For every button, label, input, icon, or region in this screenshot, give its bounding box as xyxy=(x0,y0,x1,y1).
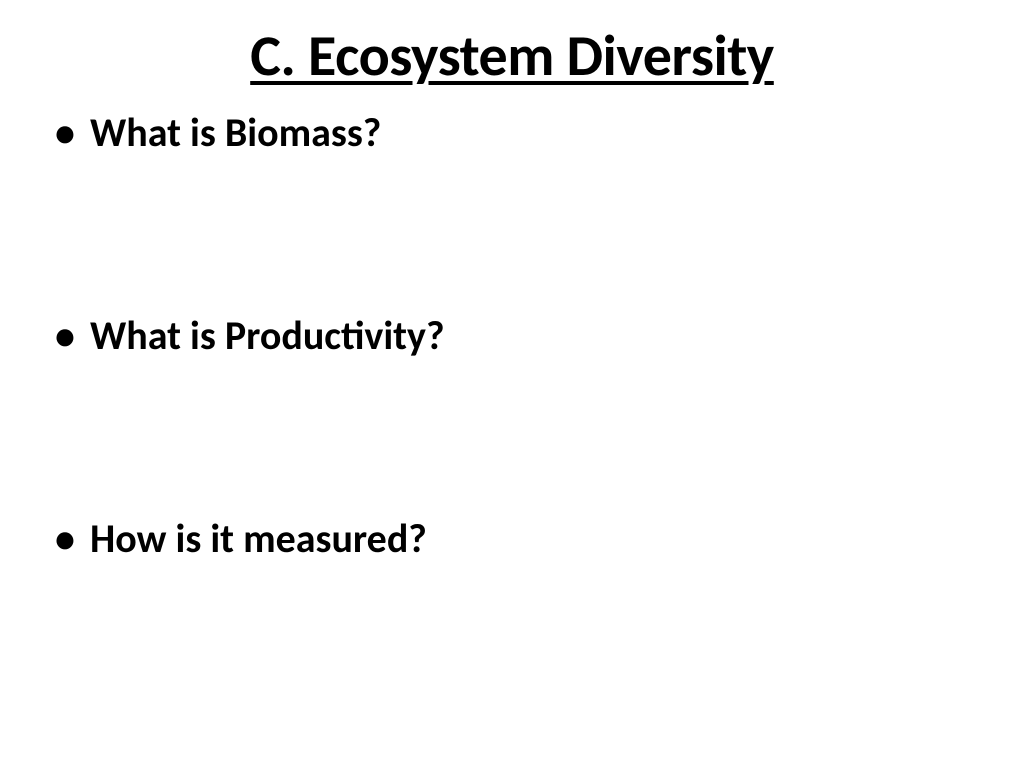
bullet-item-measured: How is it measured? xyxy=(55,515,984,563)
slide-container: C. Ecosystem Diversity What is Biomass? … xyxy=(0,0,1024,768)
bullet-item-biomass: What is Biomass? xyxy=(55,109,984,157)
slide-title: C. Ecosystem Diversity xyxy=(40,20,984,91)
bullet-list: What is Biomass? What is Productivity? H… xyxy=(40,109,984,563)
bullet-item-productivity: What is Productivity? xyxy=(55,312,984,360)
